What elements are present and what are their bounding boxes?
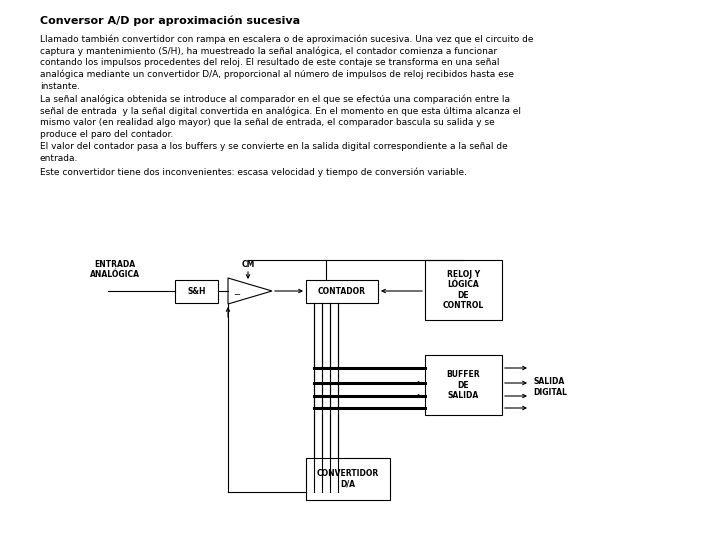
Text: CONTADOR: CONTADOR <box>318 287 366 296</box>
Text: La señal analógica obtenida se introduce al comparador en el que se efectúa una : La señal analógica obtenida se introduce… <box>40 94 521 139</box>
Polygon shape <box>228 278 272 304</box>
Text: S&H: S&H <box>187 287 206 296</box>
Text: CONVERTIDOR
D/A: CONVERTIDOR D/A <box>317 469 379 489</box>
Text: Llamado también convertidor con rampa en escalera o de aproximación sucesiva. Un: Llamado también convertidor con rampa en… <box>40 34 534 91</box>
Text: El valor del contador pasa a los buffers y se convierte en la salida digital cor: El valor del contador pasa a los buffers… <box>40 143 508 163</box>
Text: ENTRADA
ANALÓGICA: ENTRADA ANALÓGICA <box>90 260 140 279</box>
Bar <box>425 260 502 320</box>
Text: SALIDA
DIGITAL: SALIDA DIGITAL <box>533 377 567 397</box>
Bar <box>175 280 218 303</box>
Bar <box>306 458 390 500</box>
Text: CM: CM <box>241 260 255 269</box>
Bar <box>425 355 502 415</box>
Text: RELOJ Y
LÓGICA
DE
CONTROL: RELOJ Y LÓGICA DE CONTROL <box>443 270 484 310</box>
Text: −: − <box>233 291 240 300</box>
Text: Este convertidor tiene dos inconvenientes: escasa velocidad y tiempo de conversi: Este convertidor tiene dos inconveniente… <box>40 167 467 177</box>
Bar <box>306 280 378 303</box>
Text: Conversor A/D por aproximación sucesiva: Conversor A/D por aproximación sucesiva <box>40 16 300 26</box>
Text: BUFFER
DE
SALIDA: BUFFER DE SALIDA <box>446 370 480 400</box>
